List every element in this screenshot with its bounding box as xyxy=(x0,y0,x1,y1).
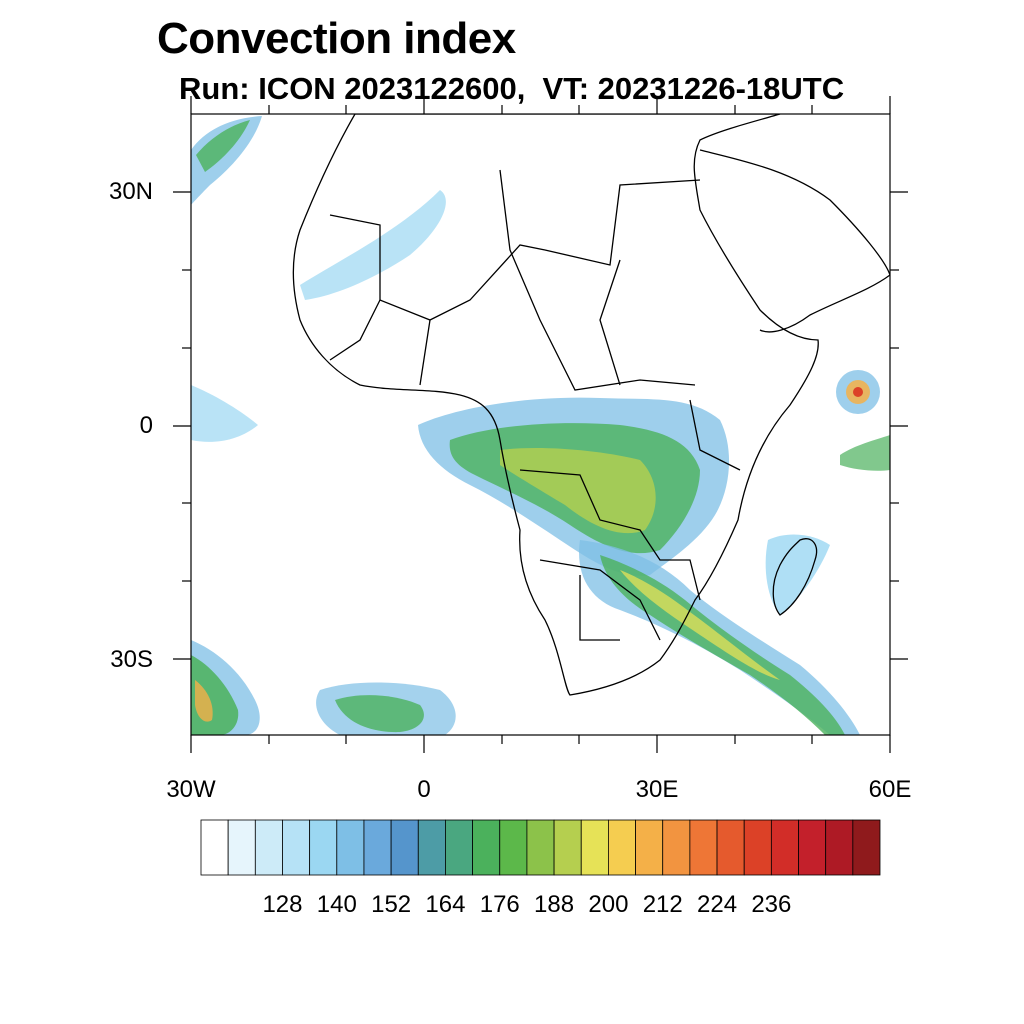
colorbar-box xyxy=(282,819,311,876)
lat-label-30n: 30N xyxy=(109,178,153,205)
colorbar-tick-label: 176 xyxy=(480,891,520,918)
lat-label-30s: 30S xyxy=(110,646,153,673)
chart-title: Convection index xyxy=(157,14,516,63)
colorbar-tick-label: 236 xyxy=(751,891,791,918)
colorbar-tick-label: 200 xyxy=(588,891,628,918)
colorbar-box xyxy=(825,819,854,876)
colorbar-box xyxy=(499,819,528,876)
colorbar-box xyxy=(390,819,419,876)
colorbar-box xyxy=(417,819,446,876)
colorbar: 128 140 152 164 176 188 200 212 224 236 xyxy=(200,819,881,918)
colorbar-box xyxy=(526,819,555,876)
colorbar-box xyxy=(309,819,338,876)
colorbar-tick-label: 128 xyxy=(262,891,302,918)
lon-label-0: 0 xyxy=(417,776,430,803)
colorbar-box xyxy=(472,819,501,876)
colorbar-box xyxy=(254,819,283,876)
colorbar-box xyxy=(553,819,582,876)
colorbar-box xyxy=(363,819,392,876)
coastlines xyxy=(292,114,890,696)
colorbar-tick-label: 140 xyxy=(317,891,357,918)
lon-label-30e: 30E xyxy=(636,776,679,803)
lon-label-60e: 60E xyxy=(869,776,912,803)
colorbar-box xyxy=(770,819,799,876)
colorbar-tick-label: 188 xyxy=(534,891,574,918)
colorbar-box xyxy=(580,819,609,876)
axis-ticks xyxy=(173,96,908,753)
colorbar-box xyxy=(608,819,636,876)
colorbar-box xyxy=(689,819,718,876)
colorbar-box xyxy=(445,819,474,876)
colorbar-box xyxy=(852,819,881,876)
colorbar-box xyxy=(743,819,772,876)
colorbar-tick-label: 164 xyxy=(425,891,465,918)
map-frame xyxy=(190,113,891,736)
colorbar-box xyxy=(200,819,229,876)
colorbar-tick-label: 224 xyxy=(697,891,737,918)
colorbar-tick-label: 212 xyxy=(643,891,683,918)
lon-label-30w: 30W xyxy=(166,776,216,803)
colorbar-box xyxy=(635,819,664,876)
colorbar-tick-label: 152 xyxy=(371,891,411,918)
colorbar-box xyxy=(662,819,691,876)
chart-subtitle: Run: ICON 2023122600, VT: 20231226-18UTC xyxy=(179,71,845,106)
lat-label-0: 0 xyxy=(140,412,153,439)
colorbar-box xyxy=(798,819,827,876)
convection-field xyxy=(191,116,890,735)
colorbar-box xyxy=(716,819,745,876)
colorbar-box xyxy=(227,819,256,876)
colorbar-box xyxy=(336,819,365,876)
